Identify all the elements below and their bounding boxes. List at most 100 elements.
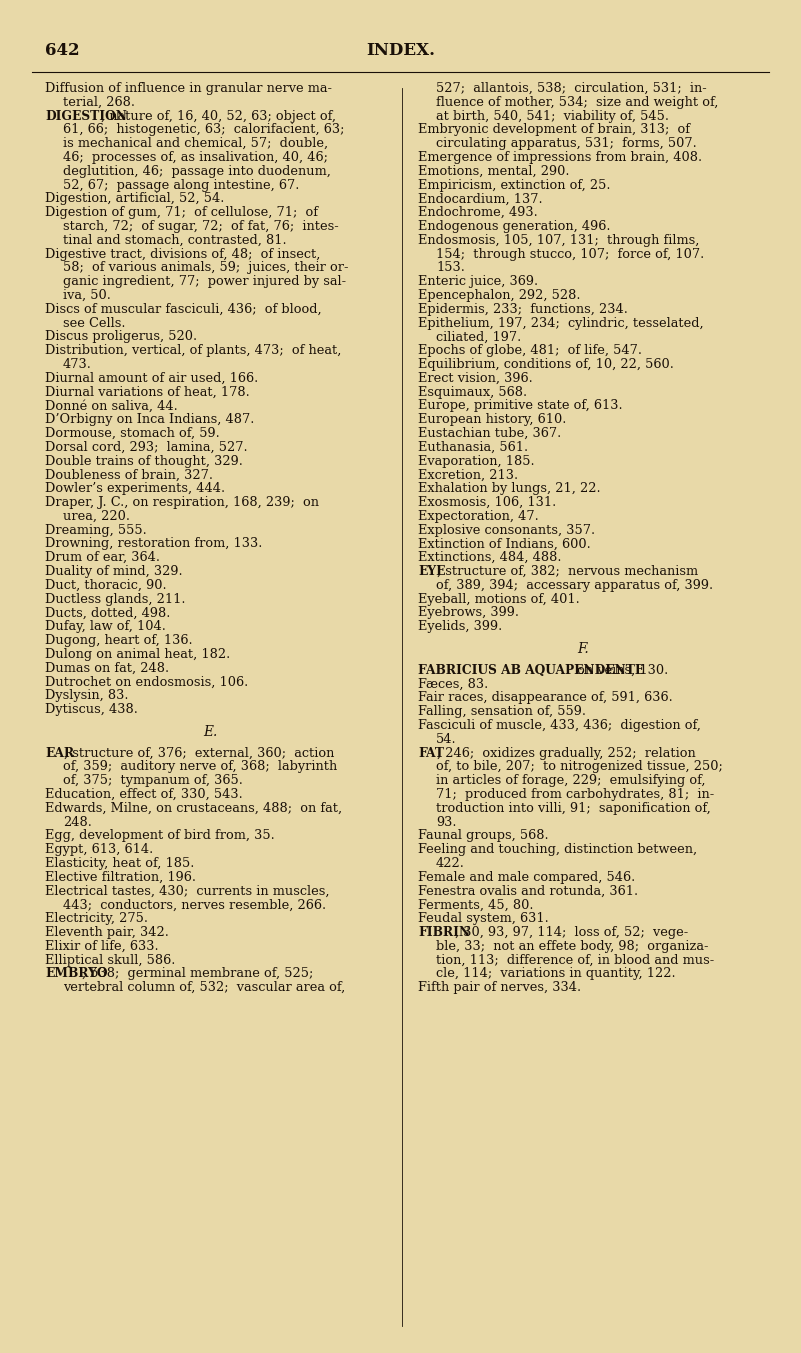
Text: Expectoration, 47.: Expectoration, 47. bbox=[418, 510, 539, 522]
Text: troduction into villi, 91;  saponification of,: troduction into villi, 91; saponificatio… bbox=[436, 802, 710, 815]
Text: Equilibrium, conditions of, 10, 22, 560.: Equilibrium, conditions of, 10, 22, 560. bbox=[418, 359, 674, 371]
Text: is mechanical and chemical, 57;  double,: is mechanical and chemical, 57; double, bbox=[63, 137, 328, 150]
Text: Drum of ear, 364.: Drum of ear, 364. bbox=[45, 551, 160, 564]
Text: F.: F. bbox=[578, 643, 589, 656]
Text: Excretion, 213.: Excretion, 213. bbox=[418, 468, 518, 482]
Text: Dumas on fat, 248.: Dumas on fat, 248. bbox=[45, 662, 169, 675]
Text: 473.: 473. bbox=[63, 359, 92, 371]
Text: Doubleness of brain, 327.: Doubleness of brain, 327. bbox=[45, 468, 213, 482]
Text: see Cells.: see Cells. bbox=[63, 317, 126, 330]
Text: 54.: 54. bbox=[436, 733, 457, 746]
Text: E.: E. bbox=[203, 725, 217, 739]
Text: Egg, development of bird from, 35.: Egg, development of bird from, 35. bbox=[45, 829, 275, 843]
Text: Ducts, dotted, 498.: Ducts, dotted, 498. bbox=[45, 606, 171, 620]
Text: European history, 610.: European history, 610. bbox=[418, 413, 566, 426]
Text: 71;  produced from carbohydrates, 81;  in-: 71; produced from carbohydrates, 81; in- bbox=[436, 787, 714, 801]
Text: Electricity, 275.: Electricity, 275. bbox=[45, 912, 148, 925]
Text: Dorsal cord, 293;  lamina, 527.: Dorsal cord, 293; lamina, 527. bbox=[45, 441, 248, 453]
Text: ganic ingredient, 77;  power injured by sal-: ganic ingredient, 77; power injured by s… bbox=[63, 275, 346, 288]
Text: on veins, 130.: on veins, 130. bbox=[573, 664, 668, 676]
Text: Diurnal amount of air used, 166.: Diurnal amount of air used, 166. bbox=[45, 372, 258, 384]
Text: Erect vision, 396.: Erect vision, 396. bbox=[418, 372, 533, 384]
Text: 527;  allantois, 538;  circulation, 531;  in-: 527; allantois, 538; circulation, 531; i… bbox=[436, 83, 706, 95]
Text: 443;  conductors, nerves resemble, 266.: 443; conductors, nerves resemble, 266. bbox=[63, 898, 326, 912]
Text: starch, 72;  of sugar, 72;  of fat, 76;  intes-: starch, 72; of sugar, 72; of fat, 76; in… bbox=[63, 221, 339, 233]
Text: Ductless glands, 211.: Ductless glands, 211. bbox=[45, 593, 186, 606]
Text: 61, 66;  histogenetic, 63;  calorifacient, 63;: 61, 66; histogenetic, 63; calorifacient,… bbox=[63, 123, 344, 137]
Text: Dyslysin, 83.: Dyslysin, 83. bbox=[45, 689, 128, 702]
Text: Elliptical skull, 586.: Elliptical skull, 586. bbox=[45, 954, 175, 966]
Text: Emotions, mental, 290.: Emotions, mental, 290. bbox=[418, 165, 570, 177]
Text: Endocardium, 137.: Endocardium, 137. bbox=[418, 192, 542, 206]
Text: Dufay, law of, 104.: Dufay, law of, 104. bbox=[45, 620, 166, 633]
Text: tinal and stomach, contrasted, 81.: tinal and stomach, contrasted, 81. bbox=[63, 234, 287, 246]
Text: Fair races, disappearance of, 591, 636.: Fair races, disappearance of, 591, 636. bbox=[418, 691, 673, 705]
Text: Digestive tract, divisions of, 48;  of insect,: Digestive tract, divisions of, 48; of in… bbox=[45, 248, 320, 261]
Text: 153.: 153. bbox=[436, 261, 465, 275]
Text: , structure of, 382;  nervous mechanism: , structure of, 382; nervous mechanism bbox=[437, 566, 698, 578]
Text: Fæces, 83.: Fæces, 83. bbox=[418, 678, 489, 690]
Text: Embryonic development of brain, 313;  of: Embryonic development of brain, 313; of bbox=[418, 123, 690, 137]
Text: Double trains of thought, 329.: Double trains of thought, 329. bbox=[45, 455, 243, 468]
Text: terial, 268.: terial, 268. bbox=[63, 96, 135, 108]
Text: Edwards, Milne, on crustaceans, 488;  on fat,: Edwards, Milne, on crustaceans, 488; on … bbox=[45, 802, 342, 815]
Text: 642: 642 bbox=[45, 42, 79, 60]
Text: Esquimaux, 568.: Esquimaux, 568. bbox=[418, 386, 527, 399]
Text: Fifth pair of nerves, 334.: Fifth pair of nerves, 334. bbox=[418, 981, 581, 994]
Text: INDEX.: INDEX. bbox=[367, 42, 436, 60]
Text: Distribution, vertical, of plants, 473;  of heat,: Distribution, vertical, of plants, 473; … bbox=[45, 344, 341, 357]
Text: Dowler’s experiments, 444.: Dowler’s experiments, 444. bbox=[45, 482, 225, 495]
Text: Education, effect of, 330, 543.: Education, effect of, 330, 543. bbox=[45, 787, 243, 801]
Text: , 538;  germinal membrane of, 525;: , 538; germinal membrane of, 525; bbox=[83, 967, 313, 981]
Text: Evaporation, 185.: Evaporation, 185. bbox=[418, 455, 534, 468]
Text: of, 389, 394;  accessary apparatus of, 399.: of, 389, 394; accessary apparatus of, 39… bbox=[436, 579, 713, 591]
Text: Epencephalon, 292, 528.: Epencephalon, 292, 528. bbox=[418, 290, 581, 302]
Text: FIBRIN: FIBRIN bbox=[418, 925, 470, 939]
Text: 52, 67;  passage along intestine, 67.: 52, 67; passage along intestine, 67. bbox=[63, 179, 300, 192]
Text: Feeling and touching, distinction between,: Feeling and touching, distinction betwee… bbox=[418, 843, 697, 856]
Text: , 246;  oxidizes gradually, 252;  relation: , 246; oxidizes gradually, 252; relation bbox=[437, 747, 695, 759]
Text: , nature of, 16, 40, 52, 63; object of,: , nature of, 16, 40, 52, 63; object of, bbox=[101, 110, 336, 123]
Text: Emergence of impressions from brain, 408.: Emergence of impressions from brain, 408… bbox=[418, 152, 702, 164]
Text: 248.: 248. bbox=[63, 816, 92, 828]
Text: Dulong on animal heat, 182.: Dulong on animal heat, 182. bbox=[45, 648, 230, 660]
Text: Draper, J. C., on respiration, 168, 239;  on: Draper, J. C., on respiration, 168, 239;… bbox=[45, 497, 319, 509]
Text: Extinctions, 484, 488.: Extinctions, 484, 488. bbox=[418, 551, 562, 564]
Text: , 30, 93, 97, 114;  loss of, 52;  vege-: , 30, 93, 97, 114; loss of, 52; vege- bbox=[455, 925, 688, 939]
Text: Explosive consonants, 357.: Explosive consonants, 357. bbox=[418, 524, 595, 537]
Text: Dugong, heart of, 136.: Dugong, heart of, 136. bbox=[45, 635, 192, 647]
Text: EAR: EAR bbox=[45, 747, 74, 759]
Text: ble, 33;  not an effete body, 98;  organiza-: ble, 33; not an effete body, 98; organiz… bbox=[436, 940, 709, 953]
Text: Falling, sensation of, 559.: Falling, sensation of, 559. bbox=[418, 705, 586, 718]
Text: circulating apparatus, 531;  forms, 507.: circulating apparatus, 531; forms, 507. bbox=[436, 137, 697, 150]
Text: Enteric juice, 369.: Enteric juice, 369. bbox=[418, 275, 538, 288]
Text: Elixir of life, 633.: Elixir of life, 633. bbox=[45, 940, 159, 953]
Text: DIGESTION: DIGESTION bbox=[45, 110, 127, 123]
Text: Elective filtration, 196.: Elective filtration, 196. bbox=[45, 871, 196, 884]
Text: of, 375;  tympanum of, 365.: of, 375; tympanum of, 365. bbox=[63, 774, 243, 787]
Text: Endogenous generation, 496.: Endogenous generation, 496. bbox=[418, 221, 610, 233]
Text: in articles of forage, 229;  emulsifying of,: in articles of forage, 229; emulsifying … bbox=[436, 774, 706, 787]
Text: Duct, thoracic, 90.: Duct, thoracic, 90. bbox=[45, 579, 167, 591]
Text: Exhalation by lungs, 21, 22.: Exhalation by lungs, 21, 22. bbox=[418, 482, 601, 495]
Text: Digestion, artificial, 52, 54.: Digestion, artificial, 52, 54. bbox=[45, 192, 224, 206]
Text: vertebral column of, 532;  vascular area of,: vertebral column of, 532; vascular area … bbox=[63, 981, 345, 994]
Text: Eleventh pair, 342.: Eleventh pair, 342. bbox=[45, 925, 169, 939]
Text: Dytiscus, 438.: Dytiscus, 438. bbox=[45, 704, 138, 716]
Text: Drowning, restoration from, 133.: Drowning, restoration from, 133. bbox=[45, 537, 263, 551]
Text: 154;  through stucco, 107;  force of, 107.: 154; through stucco, 107; force of, 107. bbox=[436, 248, 704, 261]
Text: Feudal system, 631.: Feudal system, 631. bbox=[418, 912, 549, 925]
Text: 46;  processes of, as insalivation, 40, 46;: 46; processes of, as insalivation, 40, 4… bbox=[63, 152, 328, 164]
Text: EMBRYO: EMBRYO bbox=[45, 967, 107, 981]
Text: Eyelids, 399.: Eyelids, 399. bbox=[418, 620, 502, 633]
Text: Eustachian tube, 367.: Eustachian tube, 367. bbox=[418, 428, 562, 440]
Text: Empiricism, extinction of, 25.: Empiricism, extinction of, 25. bbox=[418, 179, 610, 192]
Text: 422.: 422. bbox=[436, 856, 465, 870]
Text: Endosmosis, 105, 107, 131;  through films,: Endosmosis, 105, 107, 131; through films… bbox=[418, 234, 699, 246]
Text: Eyebrows, 399.: Eyebrows, 399. bbox=[418, 606, 519, 620]
Text: Dormouse, stomach of, 59.: Dormouse, stomach of, 59. bbox=[45, 428, 219, 440]
Text: Euthanasia, 561.: Euthanasia, 561. bbox=[418, 441, 528, 453]
Text: Donné on saliva, 44.: Donné on saliva, 44. bbox=[45, 399, 178, 413]
Text: Europe, primitive state of, 613.: Europe, primitive state of, 613. bbox=[418, 399, 622, 413]
Text: tion, 113;  difference of, in blood and mus-: tion, 113; difference of, in blood and m… bbox=[436, 954, 714, 966]
